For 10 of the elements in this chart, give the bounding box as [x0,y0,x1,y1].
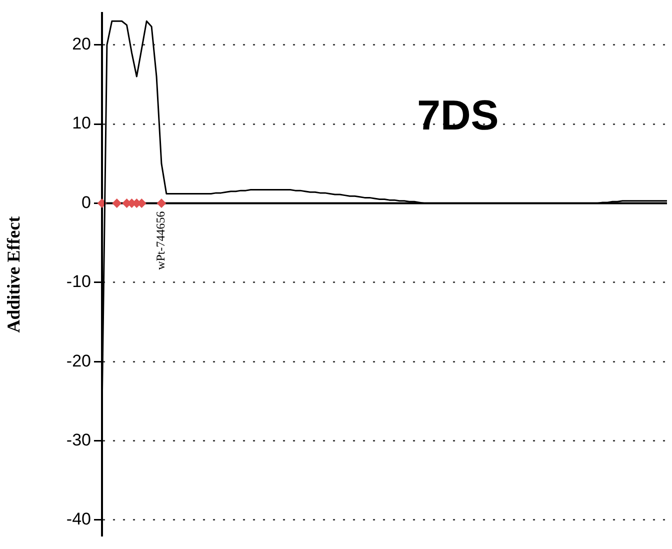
y-tick-label: 20 [72,34,91,54]
y-tick-label: 0 [82,192,91,212]
y-tick-label: -10 [66,272,91,292]
text: 7DS [417,91,499,138]
y-tick-label: 10 [72,114,91,133]
annotation: wPt-744656 [154,211,168,270]
y-tick-label: -40 [66,510,91,529]
y-axis-title: Additive Effect [3,216,24,333]
y-tick-label: -20 [66,351,91,370]
y-tick-label: -30 [66,430,91,450]
